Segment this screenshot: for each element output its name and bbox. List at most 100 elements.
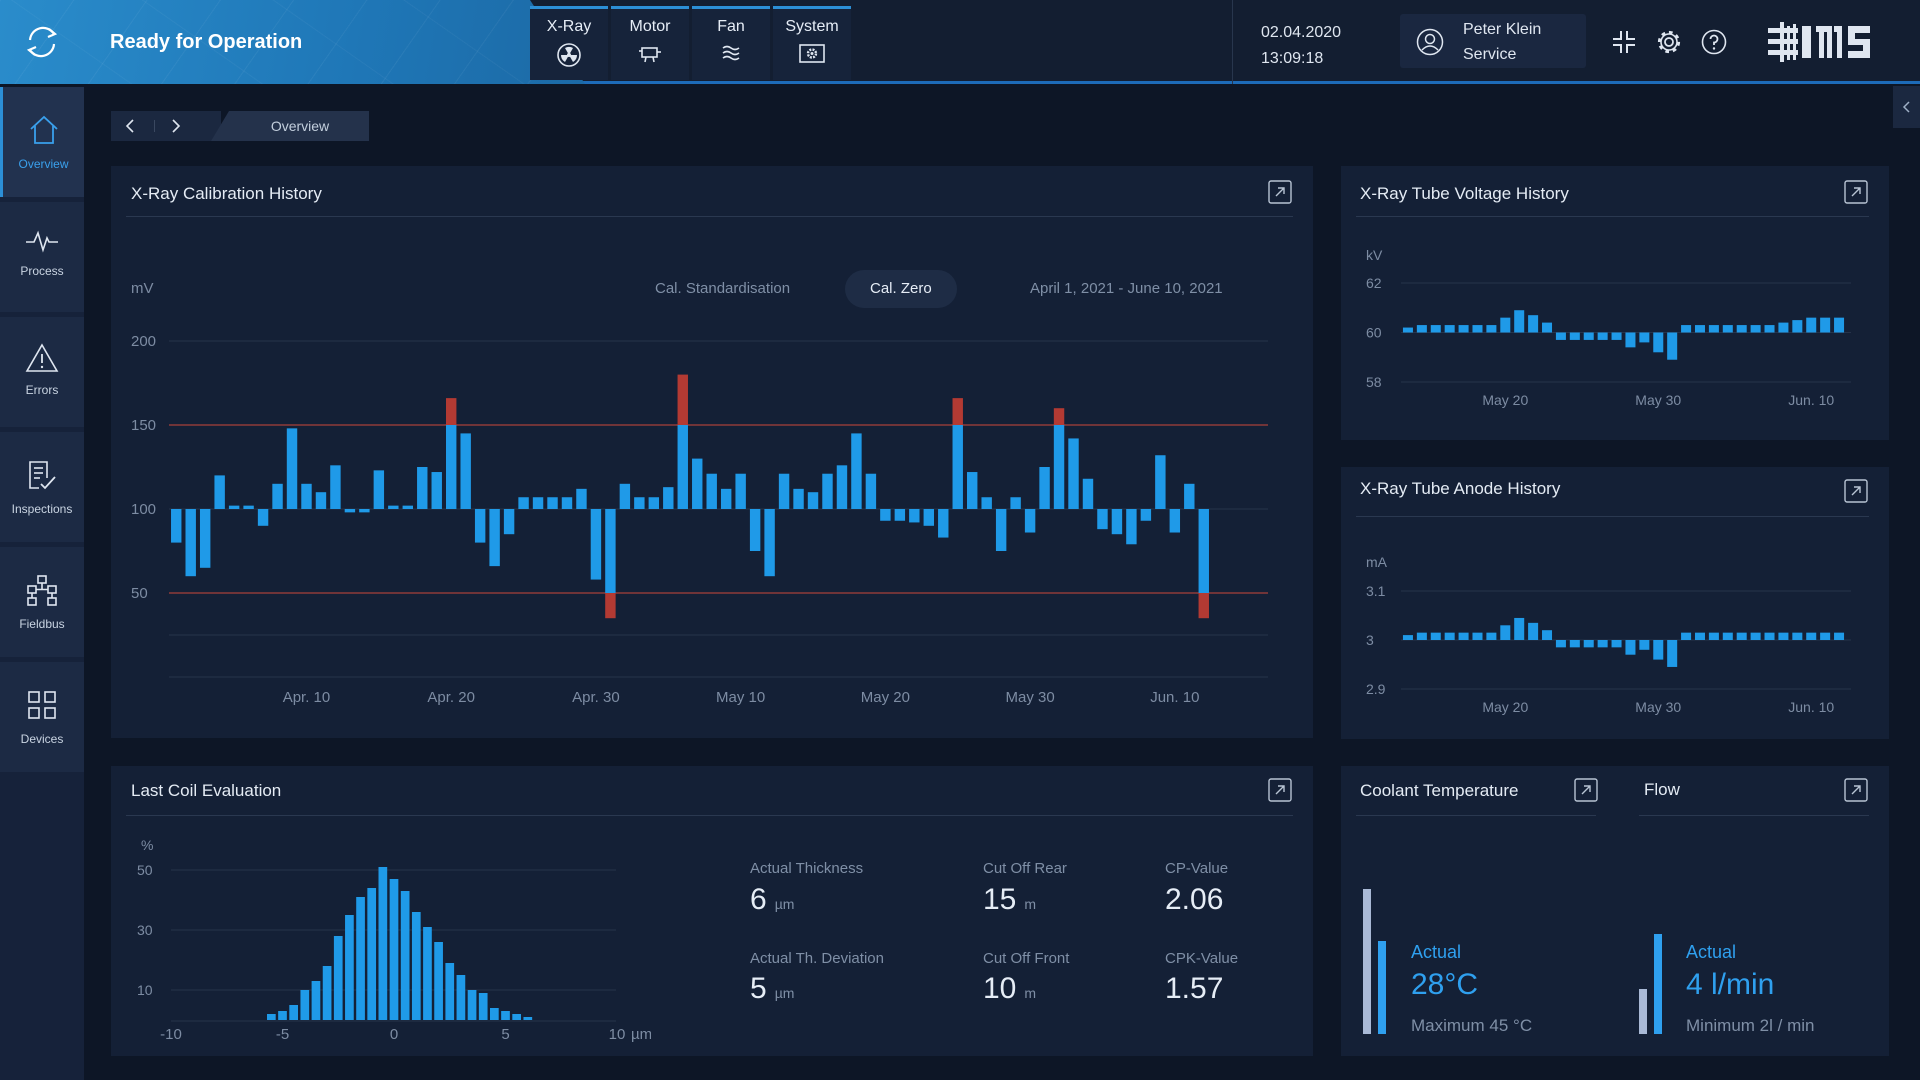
data-bar[interactable] [576, 488, 587, 509]
data-bar[interactable] [1444, 632, 1455, 640]
data-bar[interactable] [489, 509, 500, 567]
data-bar[interactable] [1681, 632, 1692, 640]
data-bar[interactable] [851, 433, 862, 509]
data-bar[interactable] [1764, 325, 1775, 333]
data-bar[interactable] [561, 497, 573, 509]
data-bar[interactable] [692, 458, 703, 509]
data-bar[interactable] [1820, 317, 1831, 333]
data-bar[interactable] [1764, 632, 1775, 640]
data-bar[interactable] [1736, 632, 1747, 640]
data-bar[interactable] [344, 509, 356, 513]
data-bar[interactable] [836, 465, 848, 509]
sidebar-item-inspections[interactable]: Inspections [0, 432, 84, 542]
data-bar[interactable] [1667, 332, 1678, 360]
data-bar[interactable] [199, 509, 211, 568]
data-bar[interactable] [1444, 325, 1455, 333]
data-bar[interactable] [1528, 622, 1539, 640]
data-bar[interactable] [1806, 632, 1817, 640]
data-bar[interactable] [503, 509, 515, 535]
sidebar-item-process[interactable]: Process [0, 202, 84, 312]
data-bar[interactable] [1792, 632, 1803, 640]
data-bar[interactable] [677, 425, 688, 509]
data-bar[interactable] [1667, 640, 1678, 667]
data-bar[interactable] [1068, 438, 1079, 509]
histogram-bar[interactable] [411, 912, 421, 1020]
histogram-bar[interactable] [300, 990, 310, 1020]
option-cal-zero[interactable]: Cal. Zero [845, 270, 957, 308]
data-bar[interactable] [1708, 632, 1719, 640]
histogram-bar[interactable] [478, 993, 488, 1020]
data-bar[interactable] [460, 433, 471, 509]
data-bar[interactable] [1039, 467, 1050, 509]
data-bar[interactable] [1416, 325, 1427, 333]
data-bar[interactable] [1111, 509, 1123, 535]
data-bar[interactable] [445, 425, 457, 509]
data-bar[interactable] [228, 505, 240, 509]
expand-icon[interactable] [1844, 180, 1868, 204]
histogram-bar[interactable] [278, 1011, 287, 1020]
histogram-bar[interactable] [311, 981, 321, 1020]
histogram-bar[interactable] [456, 975, 466, 1020]
data-bar[interactable] [1708, 325, 1719, 333]
histogram-bar[interactable] [501, 1011, 510, 1020]
expand-icon[interactable] [1268, 778, 1292, 802]
data-bar[interactable] [1653, 640, 1664, 660]
sidebar-item-overview[interactable]: Overview [0, 87, 84, 197]
data-bar[interactable] [532, 497, 544, 509]
data-bar[interactable] [474, 509, 486, 543]
sidebar-item-fieldbus[interactable]: Fieldbus [0, 547, 84, 657]
data-bar[interactable] [1514, 617, 1525, 640]
alarm-bar-segment[interactable] [605, 593, 616, 619]
data-bar[interactable] [243, 505, 254, 509]
expand-icon[interactable] [1844, 778, 1868, 802]
data-bar[interactable] [1750, 325, 1761, 333]
data-bar[interactable] [359, 509, 370, 513]
histogram-bar[interactable] [367, 888, 377, 1020]
data-bar[interactable] [1140, 509, 1152, 521]
data-bar[interactable] [1834, 632, 1845, 640]
data-bar[interactable] [807, 492, 819, 509]
data-bar[interactable] [1639, 640, 1650, 650]
module-tab-motor[interactable]: Motor [611, 6, 689, 80]
data-bar[interactable] [257, 509, 269, 526]
sidebar-item-errors[interactable]: Errors [0, 317, 84, 427]
data-bar[interactable] [1500, 317, 1511, 333]
expand-icon[interactable] [1268, 180, 1292, 204]
data-bar[interactable] [923, 509, 935, 526]
data-bar[interactable] [1402, 327, 1413, 333]
data-bar[interactable] [185, 509, 196, 577]
date-range[interactable]: April 1, 2021 - June 10, 2021 [1030, 280, 1223, 297]
data-bar[interactable] [1792, 320, 1803, 333]
data-bar[interactable] [272, 483, 283, 509]
histogram-bar[interactable] [490, 1008, 499, 1020]
data-bar[interactable] [720, 488, 732, 509]
alarm-bar-segment[interactable] [445, 398, 457, 425]
data-bar[interactable] [1625, 332, 1636, 348]
data-bar[interactable] [315, 492, 327, 509]
data-bar[interactable] [1097, 509, 1108, 530]
data-bar[interactable] [1555, 640, 1566, 648]
data-bar[interactable] [1639, 332, 1650, 343]
sidebar-item-devices[interactable]: Devices [0, 662, 84, 772]
histogram-bar[interactable] [523, 1017, 533, 1020]
data-bar[interactable] [330, 465, 341, 509]
data-bar[interactable] [1486, 325, 1497, 333]
alarm-bar-segment[interactable] [952, 398, 963, 425]
data-bar[interactable] [1528, 315, 1539, 333]
data-bar[interactable] [171, 509, 182, 543]
data-bar[interactable] [909, 509, 920, 523]
data-bar[interactable] [373, 470, 385, 509]
data-bar[interactable] [1169, 509, 1181, 533]
breadcrumb-current[interactable]: Overview [211, 111, 369, 141]
data-bar[interactable] [952, 425, 963, 509]
alarm-bar-segment[interactable] [1053, 408, 1065, 425]
histogram-bar[interactable] [378, 867, 388, 1020]
data-bar[interactable] [1024, 509, 1036, 533]
data-bar[interactable] [1722, 632, 1733, 640]
data-bar[interactable] [894, 509, 906, 521]
histogram-bar[interactable] [356, 897, 365, 1020]
data-bar[interactable] [1053, 425, 1065, 509]
alarm-bar-segment[interactable] [677, 374, 688, 425]
histogram-bar[interactable] [434, 942, 443, 1020]
module-tab-system[interactable]: System [773, 6, 851, 80]
